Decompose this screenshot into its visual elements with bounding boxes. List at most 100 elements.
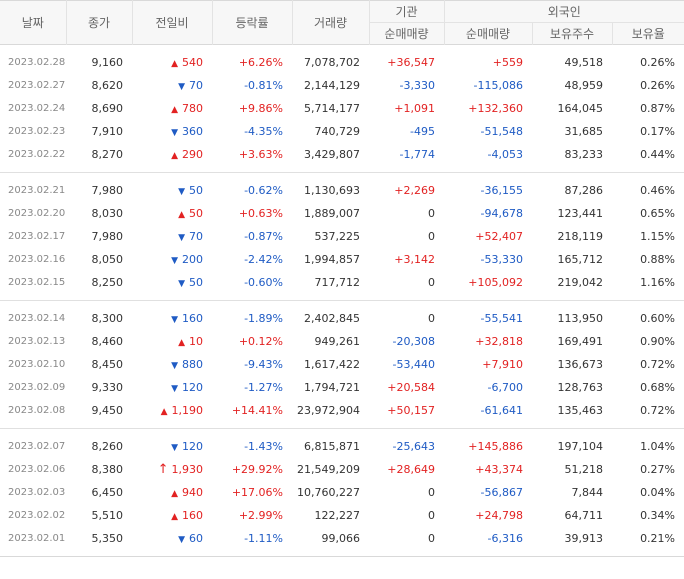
table-row: 2023.02.09 9,330 ▼ 120 -1.27% 1,794,721 +20,58…	[0, 376, 684, 399]
change-value: 200	[182, 253, 203, 266]
date-cell: 2023.02.21	[8, 185, 66, 196]
ratio-cell: 0.65%	[640, 207, 676, 220]
change-cell: ▲ 50	[132, 202, 212, 225]
foreign-net-cell: -4,053	[487, 148, 523, 161]
inst-net-cell: 0	[428, 207, 435, 220]
header-volume: 거래량	[291, 0, 369, 45]
change-cell: ▼ 360	[132, 120, 212, 143]
up-triangle-icon: ▲	[178, 338, 185, 348]
holdings-cell: 165,712	[557, 253, 604, 266]
table-row: 2023.02.24 8,690 ▲ 780 +9.86% 5,714,177 +1,091…	[0, 97, 684, 120]
rate-cell: +14.41%	[231, 404, 283, 417]
volume-cell: 2,144,129	[304, 79, 360, 92]
close-cell: 9,450	[91, 404, 124, 417]
close-cell: 8,690	[91, 102, 124, 115]
volume-cell: 1,994,857	[304, 253, 360, 266]
table-row: 2023.02.17 7,980 ▼ 70 -0.87% 537,225 0 +52,407 2…	[0, 225, 684, 248]
change-cell: ↑ 1,930	[132, 458, 212, 481]
close-cell: 8,300	[91, 312, 124, 325]
down-triangle-icon: ▼	[178, 535, 185, 545]
header-holdings: 보유주수	[531, 22, 612, 45]
holdings-cell: 113,950	[557, 312, 604, 325]
date-cell: 2023.02.16	[8, 254, 66, 265]
rate-cell: +2.99%	[238, 509, 283, 522]
table-row: 2023.02.08 9,450 ▲ 1,190 +14.41% 23,972,904 +5…	[0, 399, 684, 422]
date-cell: 2023.02.07	[8, 441, 66, 452]
inst-net-cell: +1,091	[394, 102, 435, 115]
volume-cell: 10,760,227	[297, 486, 360, 499]
header-close: 종가	[65, 0, 132, 45]
rate-cell: -2.42%	[244, 253, 283, 266]
foreign-net-cell: -53,330	[480, 253, 523, 266]
foreign-net-cell: +132,360	[468, 102, 523, 115]
ratio-cell: 0.90%	[640, 335, 676, 348]
date-cell: 2023.02.23	[8, 126, 66, 137]
foreign-net-cell: +559	[492, 56, 523, 69]
rate-cell: -4.35%	[244, 125, 283, 138]
volume-cell: 2,402,845	[304, 312, 360, 325]
foreign-net-cell: -61,641	[480, 404, 523, 417]
close-cell: 8,260	[91, 440, 124, 453]
close-cell: 9,330	[91, 381, 124, 394]
table-row: 2023.02.03 6,450 ▲ 940 +17.06% 10,760,227 0 -56…	[0, 481, 684, 504]
date-cell: 2023.02.17	[8, 231, 66, 242]
group-divider	[0, 172, 684, 173]
change-cell: ▼ 120	[132, 435, 212, 458]
date-cell: 2023.02.03	[8, 487, 66, 498]
foreign-net-cell: +145,886	[468, 440, 523, 453]
volume-cell: 949,261	[314, 335, 361, 348]
volume-cell: 717,712	[314, 276, 361, 289]
inst-net-cell: -25,643	[392, 440, 435, 453]
change-cell: ▲ 540	[132, 51, 212, 74]
inst-net-cell: -53,440	[392, 358, 435, 371]
rate-cell: +9.86%	[238, 102, 283, 115]
volume-cell: 99,066	[321, 532, 361, 545]
ratio-cell: 0.72%	[640, 404, 676, 417]
inst-net-cell: -20,308	[392, 335, 435, 348]
change-cell: ▲ 290	[132, 143, 212, 166]
header-inst-net: 순매매량	[368, 22, 444, 45]
table-row: 2023.02.14 8,300 ▼ 160 -1.89% 2,402,845 0 -55,5…	[0, 307, 684, 330]
inst-net-cell: +36,547	[387, 56, 435, 69]
foreign-net-cell: -56,867	[480, 486, 523, 499]
up-triangle-icon: ▲	[171, 59, 178, 69]
inst-net-cell: 0	[428, 276, 435, 289]
rate-cell: +6.26%	[238, 56, 283, 69]
change-cell: ▼ 160	[132, 307, 212, 330]
date-cell: 2023.02.28	[8, 57, 66, 68]
change-cell: ▼ 120	[132, 376, 212, 399]
holdings-cell: 169,491	[557, 335, 604, 348]
change-value: 60	[189, 532, 203, 545]
down-triangle-icon: ▼	[178, 82, 185, 92]
change-value: 50	[189, 184, 203, 197]
rate-cell: -0.87%	[244, 230, 283, 243]
holdings-cell: 164,045	[557, 102, 604, 115]
table-row: 2023.02.15 8,250 ▼ 50 -0.60% 717,712 0 +105,092…	[0, 271, 684, 294]
foreign-net-cell: -51,548	[480, 125, 523, 138]
change-value: 940	[182, 486, 203, 499]
change-cell: ▼ 60	[132, 527, 212, 550]
table-row: 2023.02.21 7,980 ▼ 50 -0.62% 1,130,693 +2,269 -…	[0, 179, 684, 202]
table-row: 2023.02.13 8,460 ▲ 10 +0.12% 949,261 -20,308 +3…	[0, 330, 684, 353]
date-cell: 2023.02.08	[8, 405, 66, 416]
inst-net-cell: -495	[410, 125, 435, 138]
table-row: 2023.02.27 8,620 ▼ 70 -0.81% 2,144,129 -3,330 -…	[0, 74, 684, 97]
table-row: 2023.02.20 8,030 ▲ 50 +0.63% 1,889,007 0 -94,67…	[0, 202, 684, 225]
change-value: 360	[182, 125, 203, 138]
ratio-cell: 0.21%	[640, 532, 676, 545]
ratio-cell: 1.04%	[640, 440, 676, 453]
table-row: 2023.02.28 9,160 ▲ 540 +6.26% 7,078,702 +36,54…	[0, 51, 684, 74]
rate-cell: -9.43%	[244, 358, 283, 371]
change-value: 70	[189, 230, 203, 243]
volume-cell: 122,227	[314, 509, 361, 522]
table-row: 2023.02.16 8,050 ▼ 200 -2.42% 1,994,857 +3,142…	[0, 248, 684, 271]
ratio-cell: 0.46%	[640, 184, 676, 197]
header-change: 전일비	[131, 0, 212, 45]
rate-cell: +3.63%	[238, 148, 283, 161]
down-triangle-icon: ▼	[171, 256, 178, 266]
table-row: 2023.02.22 8,270 ▲ 290 +3.63% 3,429,807 -1,774…	[0, 143, 684, 166]
rate-cell: -1.27%	[244, 381, 283, 394]
volume-cell: 5,714,177	[304, 102, 360, 115]
header-foreign: 외국인	[443, 0, 684, 23]
inst-net-cell: +20,584	[387, 381, 435, 394]
